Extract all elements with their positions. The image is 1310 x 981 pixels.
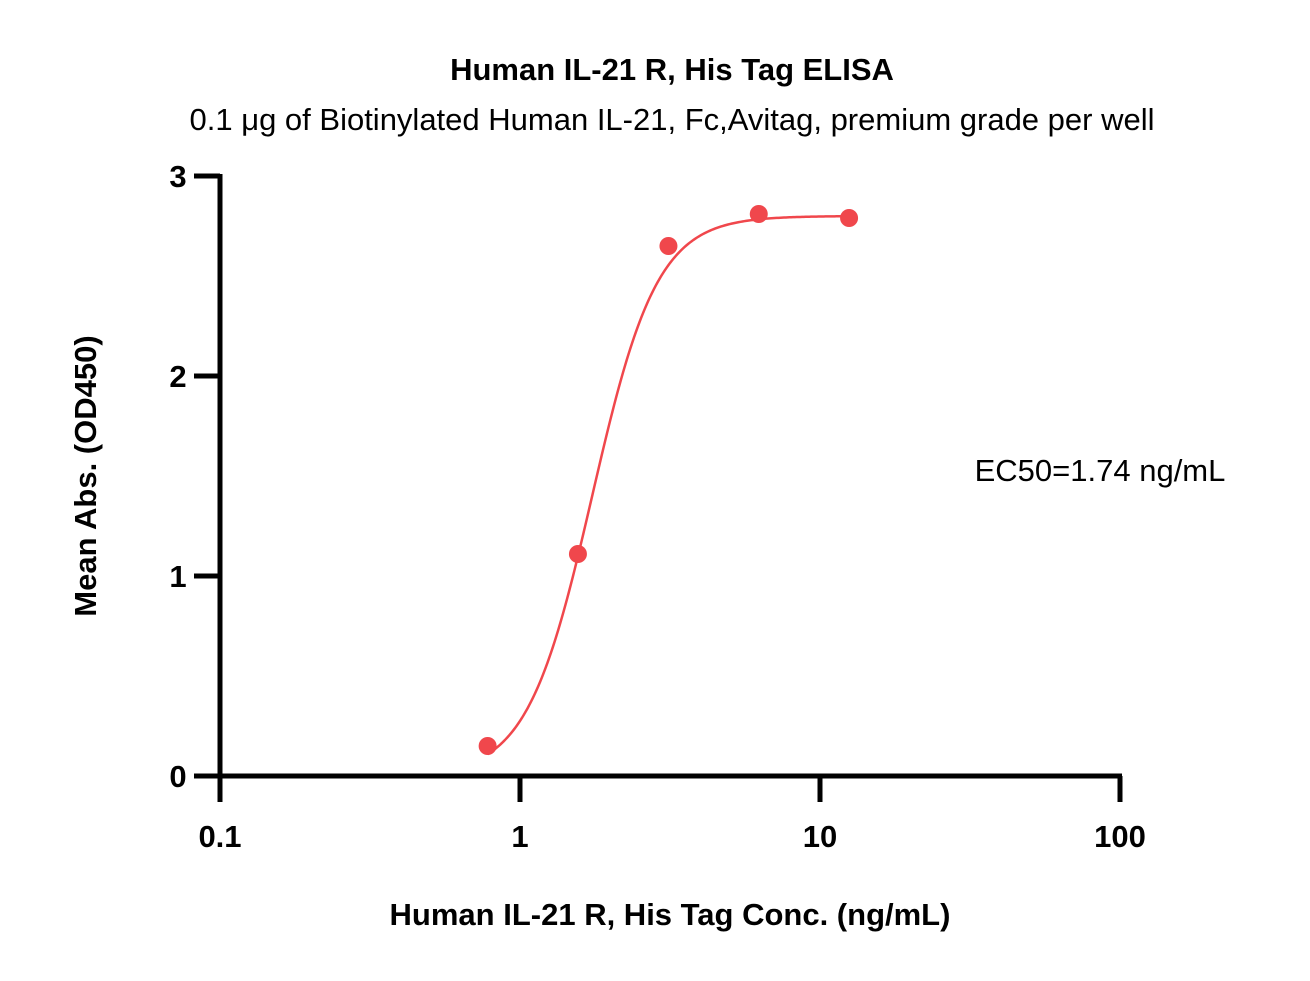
y-tick-label: 3 <box>169 159 186 194</box>
x-axis-label: Human IL-21 R, His Tag Conc. (ng/mL) <box>390 897 951 932</box>
chart-subtitle: 0.1 μg of Biotinylated Human IL-21, Fc,A… <box>190 102 1155 137</box>
fit-curve <box>486 214 850 756</box>
axes <box>217 174 1122 779</box>
y-axis-label: Mean Abs. (OD450) <box>68 335 103 616</box>
data-point <box>568 545 587 563</box>
x-tick-label: 0.1 <box>198 819 241 854</box>
y-tick-label: 0 <box>169 759 186 794</box>
x-tick-label: 10 <box>803 819 837 854</box>
x-ticks: 0.1 1 10 100 <box>198 776 1146 854</box>
chart-title: Human IL-21 R, His Tag ELISA <box>450 52 894 87</box>
x-tick-label: 100 <box>1094 819 1146 854</box>
y-tick-label: 1 <box>169 559 186 594</box>
y-tick-label: 2 <box>169 359 186 394</box>
y-ticks: 0 1 2 3 <box>169 159 220 794</box>
fit-curve-group <box>486 214 850 756</box>
data-point <box>840 209 859 227</box>
data-points <box>478 205 859 755</box>
ec50-annotation: EC50=1.74 ng/mL <box>975 453 1226 488</box>
x-tick-label: 1 <box>511 819 528 854</box>
data-point <box>478 737 497 755</box>
data-point <box>749 205 768 223</box>
data-point <box>659 237 678 255</box>
